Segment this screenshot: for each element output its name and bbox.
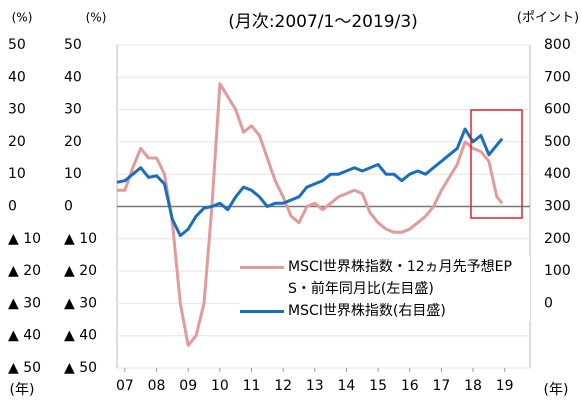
legend-item: MSCI世界株指数・12ヵ月先予想EPS・前年同月比(左目盛) — [240, 256, 530, 300]
x-label: (年) — [10, 382, 35, 398]
y2-tick-label: 400 — [544, 166, 571, 182]
y-tick-label: 30 — [64, 102, 82, 118]
series-line — [117, 82, 504, 347]
y-tick-label: 40 — [64, 69, 82, 85]
x-tick-label: 10 — [211, 378, 229, 394]
y-tick-label: ▲ 10 — [8, 231, 41, 247]
x-tick-label: 07 — [116, 378, 134, 394]
y-tick-label: 10 — [64, 166, 82, 182]
y2-tick-label: 700 — [544, 69, 571, 85]
y-tick-label: 50 — [64, 37, 82, 53]
y-label: (%) — [86, 11, 107, 25]
y-tick-label: 10 — [8, 166, 26, 182]
x-tick-label: 09 — [179, 378, 197, 394]
y-tick-label: ▲ 50 — [8, 360, 41, 376]
y-tick-label: ▲ 10 — [64, 231, 97, 247]
y2-tick-label: 100 — [544, 263, 571, 279]
x-tick-label: 14 — [338, 378, 356, 394]
x-label: (年) — [544, 382, 569, 398]
y-tick-label: ▲ 30 — [64, 295, 97, 311]
legend: MSCI世界株指数・12ヵ月先予想EPS・前年同月比(左目盛) MSCI世界株指数… — [240, 256, 530, 322]
series-line — [116, 127, 504, 238]
y-tick-label: ▲ 20 — [8, 263, 41, 279]
x-tick-label: 11 — [243, 378, 261, 394]
x-tick-label: 18 — [464, 378, 482, 394]
y-tick-label: ▲ 30 — [8, 295, 41, 311]
y-tick-label: 40 — [8, 69, 26, 85]
y-tick-label: 50 — [8, 37, 26, 53]
x-tick-label: 15 — [369, 378, 387, 394]
y-tick-label: ▲ 20 — [64, 263, 97, 279]
y-tick-label: 30 — [8, 102, 26, 118]
y2-tick-label: 300 — [544, 199, 571, 215]
y-tick-label: ▲ 40 — [8, 328, 41, 344]
legend-item: MSCI世界株指数(右目盛) — [240, 300, 530, 322]
chart-subtitle: (月次:2007/1〜2019/3) — [228, 12, 418, 32]
y2-tick-label: 500 — [544, 134, 571, 150]
x-tick-label: 19 — [496, 378, 514, 394]
x-tick-label: 12 — [274, 378, 292, 394]
legend-label: MSCI世界株指数(右目盛) — [288, 303, 446, 319]
x-tick-label: 13 — [306, 378, 324, 394]
x-tick-label: 16 — [401, 378, 419, 394]
x-tick-label: 17 — [432, 378, 450, 394]
y-tick-label: ▲ 50 — [64, 360, 97, 376]
highlight-box — [470, 109, 523, 219]
y2-tick-label: 0 — [544, 295, 553, 311]
legend-label: MSCI世界株指数・12ヵ月先予想EPS・前年同月比(左目盛) — [288, 259, 512, 297]
y2-tick-label: 200 — [544, 231, 571, 247]
y-label: (%) — [12, 11, 33, 25]
y-tick-label: 20 — [8, 134, 26, 150]
legend-swatch — [240, 266, 284, 269]
y2-label: (ポイント) — [517, 11, 579, 26]
y2-tick-label: 800 — [544, 37, 571, 53]
y-tick-label: 0 — [64, 199, 73, 215]
y-tick-label: ▲ 40 — [64, 328, 97, 344]
y2-tick-label: 600 — [544, 102, 571, 118]
x-tick-label: 08 — [148, 378, 166, 394]
y-tick-label: 0 — [8, 199, 17, 215]
y-tick-label: 20 — [64, 134, 82, 150]
legend-swatch — [240, 310, 284, 313]
